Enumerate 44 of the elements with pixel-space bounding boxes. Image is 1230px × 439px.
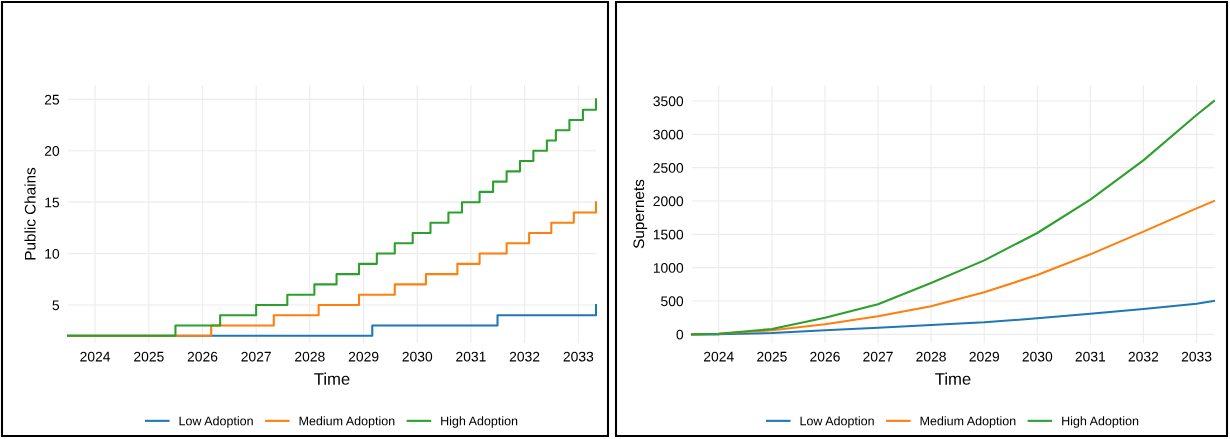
- x-tick-label: 2032: [509, 351, 540, 362]
- y-tick-label: 3500: [653, 96, 684, 107]
- y-tick-label: 10: [45, 248, 60, 259]
- x-tick-label: 2024: [80, 351, 111, 362]
- x-tick-label: 2028: [916, 351, 946, 362]
- x-tick-label: 2028: [295, 351, 325, 362]
- y-axis-title: Supernets: [633, 179, 648, 249]
- legend-label: Low Adoption: [179, 416, 253, 428]
- y-tick-label: 2500: [653, 163, 684, 173]
- y-tick-label: 2000: [653, 196, 684, 207]
- y-axis-title: Public Chains: [24, 167, 36, 260]
- y-tick-label: 20: [44, 146, 60, 156]
- x-tick-label: 2026: [187, 351, 218, 362]
- x-tick-label: 2024: [703, 351, 734, 362]
- y-tick-label: 1000: [653, 263, 684, 273]
- x-tick-label: 2033: [563, 351, 594, 362]
- x-axis-title: Time: [935, 372, 971, 385]
- y-tick-label: 25: [44, 94, 60, 105]
- x-tick-label: 2030: [1022, 351, 1053, 362]
- y-tick-label: 500: [661, 296, 684, 307]
- x-axis-title: Time: [314, 372, 350, 385]
- x-tick-label: 2033: [1181, 351, 1212, 362]
- line-series: [690, 99, 1216, 336]
- x-tick-label: 2026: [810, 351, 840, 362]
- legend-label: Low Adoption: [800, 416, 874, 428]
- legend-label: High Adoption: [1062, 416, 1139, 428]
- x-tick-label: 2029: [969, 351, 1000, 362]
- x-tick-label: 2027: [863, 351, 893, 362]
- x-tick-label: 2032: [1128, 351, 1159, 362]
- x-tick-label: 2030: [402, 351, 433, 362]
- y-tick-label: 3000: [653, 129, 684, 140]
- x-tick-label: 2025: [757, 351, 787, 362]
- y-tick-label: 15: [45, 197, 60, 208]
- x-tick-label: 2031: [456, 351, 486, 362]
- y-tick-label: 1500: [653, 229, 684, 240]
- x-tick-label: 2029: [348, 351, 379, 362]
- legend-label: High Adoption: [441, 416, 518, 428]
- x-tick-label: 2025: [134, 351, 164, 362]
- x-tick-label: 2031: [1075, 351, 1106, 362]
- y-tick-label: 0: [676, 329, 684, 340]
- legend-label: Medium Adoption: [920, 416, 1016, 428]
- y-tick-label: 5: [52, 300, 60, 311]
- x-tick-label: 2027: [241, 351, 271, 362]
- legend-label: Medium Adoption: [299, 416, 395, 428]
